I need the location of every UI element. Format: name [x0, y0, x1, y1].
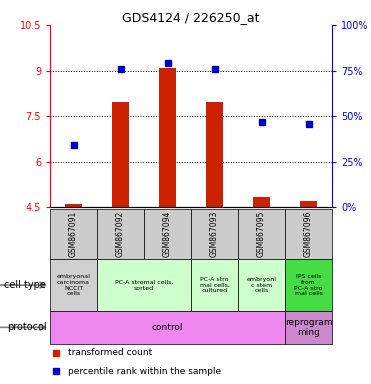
Bar [301, 201, 317, 207]
Bar [206, 103, 223, 207]
Text: percentile rank within the sample: percentile rank within the sample [68, 367, 221, 376]
Text: PC-A stromal cells,
sorted: PC-A stromal cells, sorted [115, 280, 173, 291]
Text: cell type: cell type [4, 280, 46, 290]
Bar [144, 209, 191, 259]
Text: protocol: protocol [7, 322, 46, 333]
Bar [50, 259, 97, 311]
Bar [112, 103, 129, 207]
Text: embryoni
c stem
cells: embryoni c stem cells [247, 277, 276, 293]
Text: GSM867096: GSM867096 [304, 211, 313, 257]
Bar [160, 68, 176, 207]
Text: GSM867095: GSM867095 [257, 211, 266, 257]
Title: GDS4124 / 226250_at: GDS4124 / 226250_at [122, 11, 260, 24]
Bar [238, 209, 285, 259]
Text: GSM867094: GSM867094 [163, 211, 172, 257]
Bar [191, 209, 238, 259]
Bar [285, 259, 332, 311]
Text: GSM867093: GSM867093 [210, 211, 219, 257]
Text: IPS cells
from
PC-A stro
mal cells: IPS cells from PC-A stro mal cells [294, 274, 323, 296]
Text: GSM867091: GSM867091 [69, 211, 78, 257]
Bar [97, 209, 144, 259]
Bar [238, 259, 285, 311]
Text: GSM867092: GSM867092 [116, 211, 125, 257]
Bar [285, 311, 332, 344]
Text: PC-A stro
mal cells,
cultured: PC-A stro mal cells, cultured [200, 277, 230, 293]
Bar [50, 209, 97, 259]
Text: control: control [152, 323, 183, 332]
Bar [191, 259, 238, 311]
Text: embryonal
carcinoma
NCCIT
cells: embryonal carcinoma NCCIT cells [57, 274, 91, 296]
Bar [285, 209, 332, 259]
Bar [253, 197, 270, 207]
Bar [50, 311, 285, 344]
Text: transformed count: transformed count [68, 348, 152, 357]
Text: reprogram
ming: reprogram ming [285, 318, 332, 337]
Bar [97, 259, 191, 311]
Bar [65, 204, 82, 207]
